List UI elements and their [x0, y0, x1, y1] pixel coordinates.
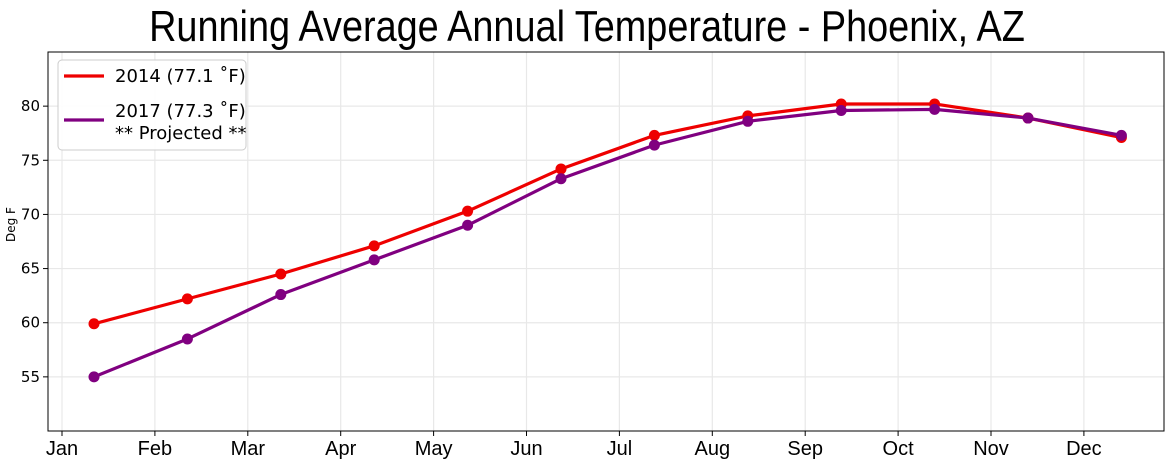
data-point-series-2 [929, 103, 941, 115]
data-point-series-1 [181, 293, 193, 305]
y-tick-label: 65 [21, 260, 40, 278]
y-tick-label: 60 [21, 314, 40, 332]
x-tick-label: Sep [787, 438, 823, 460]
data-point-series-1 [88, 318, 100, 330]
series-line-1 [93, 102, 1122, 326]
data-point-series-1 [368, 240, 380, 252]
x-tick-label: Jul [607, 438, 633, 460]
x-tick-label: Aug [695, 438, 731, 460]
y-tick-label: 70 [21, 205, 40, 223]
data-point-series-2 [88, 371, 100, 383]
plot-frame [47, 51, 1165, 432]
data-point-series-2 [835, 104, 847, 116]
data-point-series-2 [648, 139, 660, 151]
x-tick-label: Jun [510, 438, 542, 460]
chart-title: Running Average Annual Temperature - Pho… [149, 2, 1025, 51]
data-point-series-2 [742, 115, 754, 127]
data-point-series-2 [462, 219, 474, 231]
data-point-series-2 [368, 254, 380, 266]
y-tick-label: 55 [21, 368, 40, 386]
y-tick-label: 80 [21, 97, 40, 115]
data-point-series-2 [181, 333, 193, 345]
x-tick-label: Apr [325, 438, 356, 460]
x-tick-label: Jan [46, 438, 78, 460]
x-tick-label: May [415, 438, 453, 460]
legend-box [57, 59, 247, 151]
data-point-series-2 [555, 173, 567, 185]
legend-label-2: 2017 (77.3 ˚F) ** Projected ** [115, 101, 247, 144]
x-tick-label: Feb [138, 438, 172, 460]
data-point-series-1 [275, 268, 287, 280]
x-tick-label: Nov [973, 438, 1009, 460]
data-point-series-2 [275, 289, 287, 301]
legend-label-1: 2014 (77.1 ˚F) [115, 66, 246, 87]
series-line-2 [93, 107, 1122, 379]
data-point-series-1 [648, 129, 660, 141]
data-point-series-2 [1115, 129, 1127, 141]
data-point-series-2 [1022, 112, 1034, 124]
x-tick-label: Dec [1066, 438, 1102, 460]
data-point-series-1 [462, 205, 474, 217]
data-point-series-1 [555, 163, 567, 175]
x-tick-label: Oct [883, 438, 915, 460]
x-tick-label: Mar [231, 438, 266, 460]
y-tick-label: 75 [21, 151, 40, 169]
